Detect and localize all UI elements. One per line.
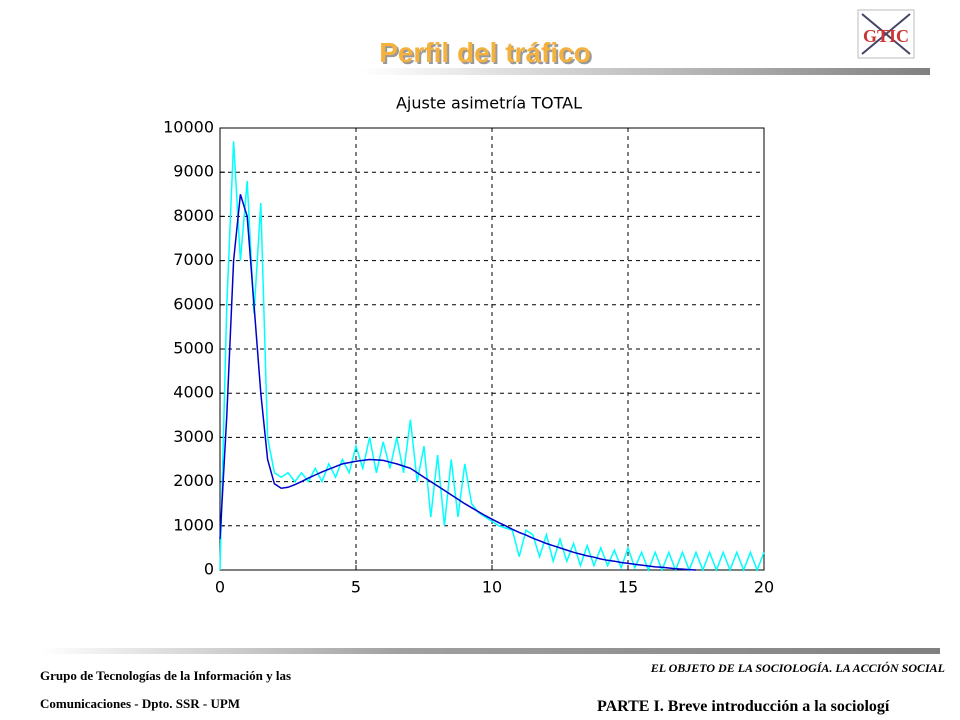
- footer-right-2: PARTE I. Breve introducción a la sociolo…: [597, 698, 890, 715]
- y-tick-label: 6000: [173, 294, 214, 313]
- plot-frame: [219, 127, 765, 571]
- chart-title: Ajuste asimetría TOTAL: [396, 94, 582, 113]
- slide-title: Perfil del tráfico: [379, 37, 591, 68]
- title-bar: [360, 68, 930, 75]
- y-tick-label: 7000: [173, 250, 214, 269]
- y-tick-label: 1000: [173, 515, 214, 534]
- footer-right-1: EL OBJETO DE LA SOCIOLOGÍA. LA ACCIÓN SO…: [650, 661, 945, 675]
- series-line: [219, 194, 697, 571]
- footer-bar: [40, 648, 940, 654]
- x-tick-label: 15: [618, 578, 638, 597]
- y-tick-label: 8000: [173, 206, 214, 225]
- logo-text: GTIC: [863, 26, 909, 46]
- x-tick-label: 5: [351, 578, 361, 597]
- logo: GTIC: [857, 9, 915, 59]
- x-tick-label: 20: [754, 578, 774, 597]
- x-tick-label: 10: [482, 578, 502, 597]
- y-tick-label: 4000: [173, 383, 214, 402]
- footer-left-2: Comunicaciones - Dpto. SSR - UPM: [40, 696, 240, 711]
- y-tick-label: 2000: [173, 471, 214, 490]
- y-tick-label: 10000: [163, 118, 214, 137]
- title-shadow: Perfil del tráfico: [381, 39, 593, 70]
- footer-left-1: Grupo de Tecnologías de la Información y…: [40, 668, 291, 683]
- y-tick-label: 0: [204, 560, 214, 579]
- y-tick-label: 9000: [173, 162, 214, 181]
- y-tick-label: 3000: [173, 427, 214, 446]
- x-tick-label: 0: [215, 578, 225, 597]
- y-tick-label: 5000: [173, 339, 214, 358]
